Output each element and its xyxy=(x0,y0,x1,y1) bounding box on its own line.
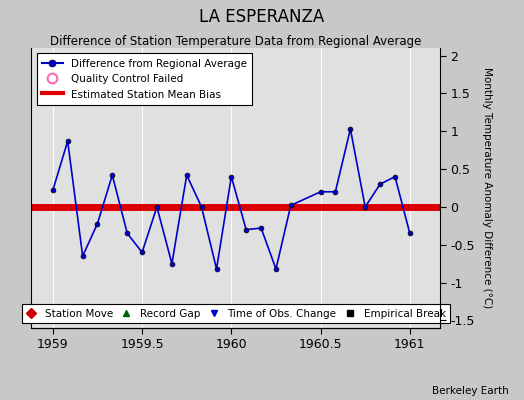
Text: LA ESPERANZA: LA ESPERANZA xyxy=(199,8,325,26)
Text: Berkeley Earth: Berkeley Earth xyxy=(432,386,508,396)
Title: Difference of Station Temperature Data from Regional Average: Difference of Station Temperature Data f… xyxy=(50,35,421,48)
Y-axis label: Monthly Temperature Anomaly Difference (°C): Monthly Temperature Anomaly Difference (… xyxy=(482,67,492,309)
Legend: Station Move, Record Gap, Time of Obs. Change, Empirical Break: Station Move, Record Gap, Time of Obs. C… xyxy=(22,304,450,323)
